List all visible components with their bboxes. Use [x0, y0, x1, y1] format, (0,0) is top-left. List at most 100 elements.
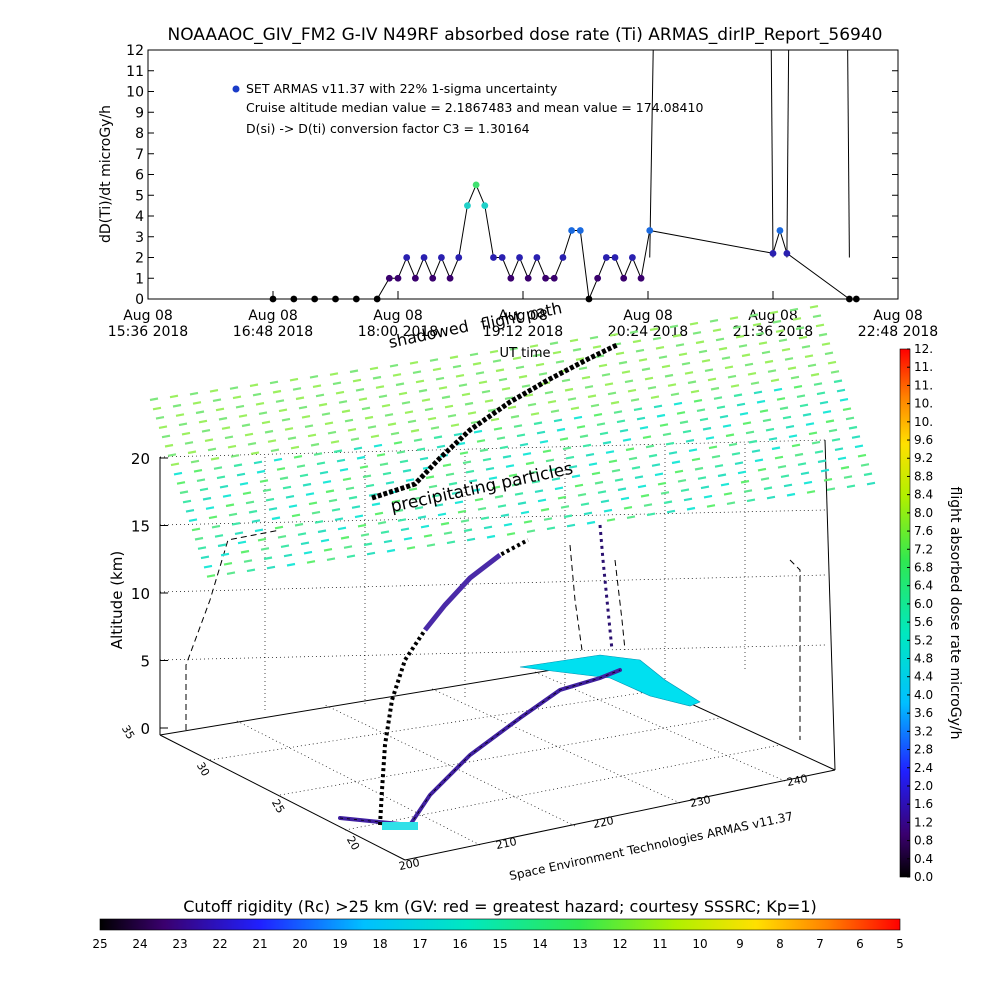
particle-dash [478, 380, 488, 385]
particle-dash [199, 487, 209, 492]
off-scale-spike [649, 49, 654, 258]
particle-dash [695, 340, 705, 345]
particle-dash [430, 426, 440, 430]
particle-dash [810, 372, 820, 377]
particle-dash [533, 421, 543, 426]
dose-tick-label: 6.0 [914, 597, 933, 611]
data-point [550, 274, 558, 282]
particle-dash [469, 352, 479, 357]
data-point [542, 274, 549, 282]
particle-dash [734, 461, 744, 465]
altitude-tick-label: 20 [131, 450, 150, 468]
y-tick-label: 12 [126, 43, 144, 59]
particle-dash [726, 501, 736, 505]
data-point [290, 295, 298, 303]
particle-dash [449, 355, 459, 360]
particle-dash [415, 379, 425, 384]
particle-dash [669, 324, 679, 329]
particle-dash [842, 407, 852, 411]
particle-dash [827, 360, 837, 365]
particle-dash [542, 449, 552, 453]
particle-dash [259, 479, 269, 483]
particle-dash [237, 540, 247, 545]
particle-dash [464, 401, 474, 406]
particle-dash [263, 556, 273, 561]
particle-dash [518, 374, 528, 379]
particle-dash [840, 465, 850, 470]
dose-tick-label: 4.8 [914, 652, 933, 666]
particle-dash [816, 391, 826, 396]
particle-dash [189, 391, 199, 396]
particle-dash [270, 448, 280, 453]
x-tick-label: 18:00 2018 [358, 324, 438, 340]
particle-dash [582, 443, 592, 448]
particle-dash [568, 465, 578, 469]
particle-dash [712, 328, 722, 332]
particle-dash [340, 535, 350, 540]
particle-dash [397, 518, 407, 522]
particle-dash [660, 491, 670, 495]
particle-dash [217, 543, 227, 548]
particle-dash [207, 447, 217, 452]
particle-dash [212, 398, 222, 402]
particle-dash [552, 350, 562, 355]
particle-dash [484, 399, 494, 403]
particle-dash [821, 342, 831, 346]
particle-dash [253, 460, 263, 465]
particle-dash [327, 430, 337, 435]
particle-dash [661, 364, 671, 369]
particle-dash [654, 472, 664, 477]
particle-dash [322, 480, 332, 484]
particle-dash [534, 489, 544, 493]
data-point [373, 295, 381, 303]
particle-dash [457, 509, 467, 514]
particle-dash [502, 454, 512, 459]
particle-dash [228, 512, 238, 517]
particle-dash [529, 344, 539, 348]
particle-dash [178, 422, 188, 427]
particle-dash [609, 333, 619, 337]
particle-dash [647, 386, 657, 390]
particle-dash [193, 469, 203, 473]
particle-dash [553, 418, 563, 423]
latitude-tick-label: 30 [194, 760, 212, 779]
ground-track-outline [339, 669, 621, 826]
particle-dash [634, 475, 644, 479]
particle-dash [285, 495, 295, 499]
particle-dash [440, 521, 450, 526]
particle-dash [681, 361, 691, 366]
particle-dash [820, 468, 830, 473]
particle-dash [740, 479, 750, 484]
dose-tick-label: 11. [914, 360, 933, 374]
particle-dash [241, 423, 251, 428]
particle-dash [442, 463, 452, 467]
data-point [411, 274, 419, 282]
particle-dash [600, 499, 610, 504]
altitude-tick-label: 5 [140, 653, 150, 671]
particle-dash [408, 487, 418, 492]
rigidity-tick-label: 7 [816, 937, 824, 951]
particle-dash [167, 453, 177, 457]
particle-dash [155, 416, 165, 420]
y-tick-label: 1 [135, 271, 144, 287]
particle-dash [249, 383, 259, 388]
particle-dash [688, 448, 698, 452]
particle-dash [503, 522, 513, 527]
data-point [559, 254, 567, 261]
particle-dash [725, 433, 735, 438]
particle-dash [573, 415, 583, 420]
particle-dash [590, 403, 600, 408]
particle-dash [786, 492, 796, 497]
particle-dash [494, 494, 504, 499]
x-tick-label: 22:48 2018 [858, 324, 938, 340]
data-point [628, 254, 636, 261]
particle-dash [290, 445, 300, 450]
rigidity-colorbar-ticks: 25 24 23 22 21 20 19 18 17 16 15 14 13 12 11 10 9 8 7 6 5 [92, 937, 903, 951]
particle-dash [481, 389, 491, 394]
particle-dash [507, 405, 517, 410]
particle-dash [433, 435, 443, 440]
x-tick-label: Aug 08 [623, 308, 673, 324]
particle-dash [622, 438, 632, 442]
particle-dash [248, 509, 258, 514]
dose-tick-label: 8.8 [914, 469, 933, 483]
